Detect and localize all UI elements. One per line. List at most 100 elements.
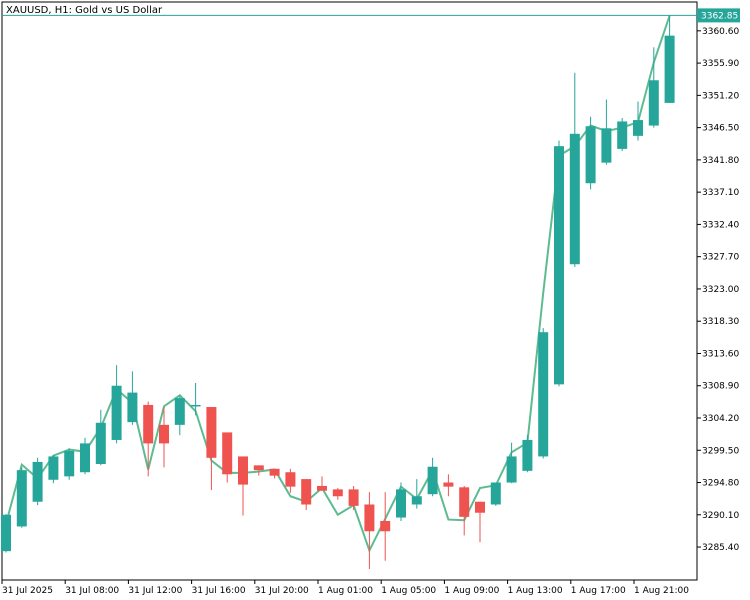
y-tick-label: 3332.40: [702, 220, 739, 230]
y-axis: 3360.60 3355.90 3351.20 3346.50 3341.80 3337.…: [697, 27, 739, 553]
candle: [475, 501, 485, 543]
candle: [16, 467, 27, 528]
y-tick-label: 3313.60: [702, 349, 739, 359]
candle-body-bull: [174, 398, 185, 425]
candle: [569, 72, 580, 267]
candle-body-bear: [380, 520, 391, 532]
candle-body-bear: [159, 424, 169, 444]
candle-body-bull: [648, 80, 659, 126]
chart-title: XAUUSD, H1: Gold vs US Dollar: [6, 5, 163, 16]
candle: [143, 401, 154, 477]
candle: [633, 101, 643, 141]
candle: [443, 474, 454, 497]
candle: [222, 432, 233, 483]
candle-body-bear: [238, 456, 248, 485]
candle-body-bear: [317, 485, 327, 491]
candle: [490, 482, 501, 506]
candle-body-bull: [111, 385, 122, 440]
candle: [411, 479, 422, 509]
x-tick-label: 31 Jul 08:00: [65, 586, 119, 596]
candle-body-bear: [364, 504, 375, 532]
candle: [380, 492, 391, 561]
y-tick-label: 3355.90: [702, 59, 739, 69]
last-price-badge-text: 3362.85: [701, 11, 738, 21]
candle: [522, 435, 533, 473]
candle: [396, 482, 406, 521]
candle-body-bull: [554, 146, 564, 385]
candle: [506, 442, 517, 484]
x-tick-label: 1 Aug 21:00: [634, 586, 689, 596]
y-tick-label: 3294.80: [702, 479, 739, 489]
candle-body-bear: [475, 501, 485, 513]
y-tick-label: 3346.50: [702, 124, 739, 134]
candle: [459, 485, 470, 536]
x-tick-label: 1 Aug 01:00: [318, 586, 373, 596]
candle-body-bear: [348, 489, 359, 506]
candle: [585, 116, 596, 190]
candle: [190, 382, 201, 416]
last-price-badge: 3362.85: [697, 8, 740, 23]
y-tick-label: 3290.10: [702, 511, 739, 521]
candle: [285, 468, 296, 493]
y-tick-label: 3285.40: [702, 543, 739, 553]
y-tick-label: 3318.30: [702, 317, 739, 327]
candle-body-bull: [1, 514, 11, 552]
y-tick-label: 3351.20: [702, 91, 739, 101]
candle: [664, 15, 675, 103]
candle-body-bear: [253, 465, 264, 471]
candle-body-bear: [222, 432, 233, 475]
candle-body-bull: [427, 466, 438, 495]
candle-body-bear: [301, 479, 312, 505]
candle-body-bull: [617, 121, 628, 149]
candle: [317, 476, 327, 491]
candle-body-bull: [95, 422, 106, 464]
candle-body-bear: [459, 487, 470, 517]
candle-body-bull: [601, 128, 612, 163]
x-tick-label: 1 Aug 13:00: [508, 586, 563, 596]
candle: [95, 409, 106, 466]
y-tick-label: 3327.70: [702, 253, 739, 263]
candle: [64, 448, 75, 480]
candle: [1, 514, 11, 553]
last-price-badge-bg: [697, 8, 740, 23]
x-tick-label: 31 Jul 16:00: [192, 586, 246, 596]
x-tick-label: 1 Aug 17:00: [571, 586, 626, 596]
x-tick-label: 31 Jul 2025: [2, 586, 53, 596]
x-tick-label: 31 Jul 12:00: [128, 586, 182, 596]
candle: [48, 455, 59, 484]
candle: [238, 456, 248, 516]
candle: [538, 328, 549, 459]
candle-body-bull: [64, 450, 75, 477]
candle-body-bear: [285, 472, 296, 487]
candle: [206, 407, 217, 491]
candle: [127, 371, 138, 425]
candle-body-bull: [48, 456, 59, 480]
candle-body-bull: [80, 443, 90, 473]
candles-layer: [1, 15, 675, 570]
candle-body-bull: [569, 133, 580, 265]
candle: [174, 396, 185, 436]
x-tick-label: 1 Aug 05:00: [381, 586, 436, 596]
candle: [269, 468, 280, 479]
y-tick-label: 3341.80: [702, 156, 739, 166]
candle-body-bear: [443, 482, 454, 487]
candle: [601, 99, 612, 165]
candle: [159, 407, 169, 468]
candle: [111, 365, 122, 444]
candle-body-bull: [32, 461, 43, 502]
candle-body-bull: [522, 439, 533, 471]
candle-body-bull: [16, 470, 27, 527]
candle-body-bull: [127, 392, 138, 423]
candle-body-bull: [411, 496, 422, 505]
candle: [332, 488, 343, 500]
candle: [80, 437, 90, 475]
candle-body-bull: [538, 332, 549, 457]
candle-body-bull: [190, 404, 201, 407]
candle-body-bull: [506, 456, 517, 483]
candle: [617, 118, 628, 151]
candle-body-bull: [633, 120, 643, 136]
x-tick-label: 1 Aug 09:00: [444, 586, 499, 596]
y-tick-label: 3299.50: [702, 446, 739, 456]
candle: [348, 485, 359, 510]
